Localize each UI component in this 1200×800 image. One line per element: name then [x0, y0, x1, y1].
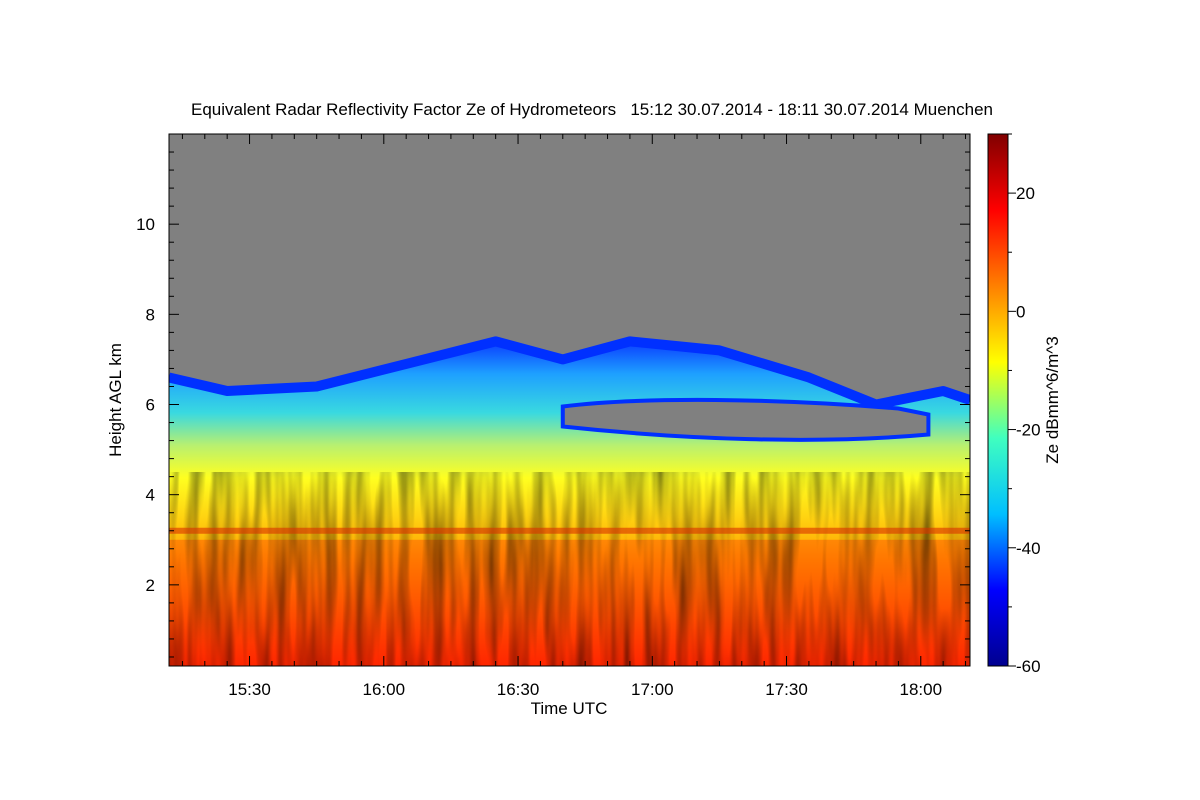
colorbar-tick-label: -40 [1016, 539, 1041, 558]
x-tick-label: 17:30 [765, 680, 808, 699]
x-tick-label: 16:30 [497, 680, 540, 699]
y-tick-label: 6 [146, 396, 155, 415]
colorbar-scale [987, 133, 1009, 667]
colorbar-tick-label: -60 [1016, 657, 1041, 676]
chart-title: Equivalent Radar Reflectivity Factor Ze … [191, 100, 993, 119]
melting-layer-band [169, 527, 970, 534]
y-tick-label: 2 [146, 576, 155, 595]
cloud-top-edge [169, 336, 970, 410]
y-tick-label: 4 [146, 486, 155, 505]
y-axis-label: Height AGL km [106, 343, 125, 457]
colorbar: -60 -40 -20 0 20 [987, 133, 1041, 676]
plot-area [169, 134, 970, 666]
x-tick-label: 18:00 [900, 680, 943, 699]
x-tick-label: 17:00 [631, 680, 674, 699]
x-tick-label: 16:00 [363, 680, 406, 699]
colorbar-tick-label: 0 [1016, 302, 1025, 321]
x-tick-label: 15:30 [228, 680, 271, 699]
colorbar-ticks: -60 -40 -20 0 20 [1008, 133, 1041, 676]
colorbar-tick-label: 20 [1016, 184, 1035, 203]
x-axis: 15:30 16:00 16:30 17:00 17:30 18:00 [181, 134, 967, 699]
no-signal-gap [560, 397, 931, 442]
plot-frame [168, 133, 971, 667]
y-axis: 2 4 6 8 10 [136, 133, 970, 658]
rain-streaks [169, 472, 970, 666]
colorbar-tick-label: -20 [1016, 421, 1041, 440]
colorbar-label: Ze dBmm^6/m^3 [1043, 336, 1062, 463]
y-tick-label: 10 [136, 215, 155, 234]
x-axis-label: Time UTC [531, 699, 608, 718]
y-tick-label: 8 [146, 305, 155, 324]
